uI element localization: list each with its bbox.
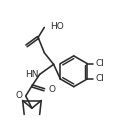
Text: Cl: Cl bbox=[96, 74, 105, 83]
Text: O: O bbox=[48, 85, 55, 94]
Text: HN: HN bbox=[25, 70, 38, 79]
Text: Cl: Cl bbox=[96, 59, 105, 68]
Text: HO: HO bbox=[50, 22, 64, 31]
Text: O: O bbox=[16, 91, 23, 100]
